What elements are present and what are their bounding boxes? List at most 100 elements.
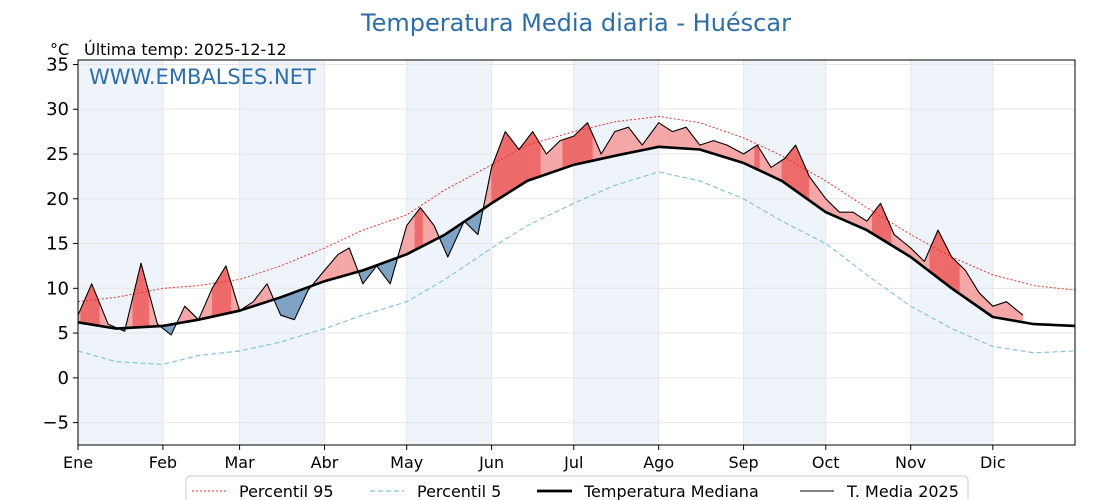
legend-box (185, 475, 969, 500)
difference-band (661, 124, 665, 148)
difference-band (526, 134, 531, 182)
difference-band (507, 134, 512, 194)
plot-frame (77, 59, 1076, 446)
difference-band (570, 135, 575, 167)
difference-band (559, 139, 564, 170)
difference-band (529, 130, 533, 181)
x-tick-label-feb: Feb (149, 453, 177, 472)
difference-band (288, 292, 292, 320)
difference-band (502, 131, 506, 197)
difference-band (211, 282, 216, 317)
difference-band (625, 126, 629, 154)
difference-band (666, 127, 670, 148)
difference-band (537, 139, 542, 178)
difference-band (776, 161, 780, 180)
difference-band (409, 217, 413, 254)
difference-band (669, 129, 673, 149)
y-tick-label: 15 (46, 234, 69, 255)
difference-band (340, 250, 344, 277)
difference-band (617, 129, 621, 156)
difference-band (417, 206, 421, 250)
difference-band (672, 130, 676, 149)
y-tick-label: 10 (46, 278, 69, 299)
difference-band (663, 125, 668, 148)
difference-band (222, 265, 227, 315)
difference-band (283, 294, 287, 318)
x-tick-label-dic: Dic (980, 453, 1006, 472)
difference-band (554, 142, 558, 172)
y-tick-label: −5 (42, 413, 69, 434)
difference-band (754, 144, 758, 170)
difference-band (557, 139, 561, 171)
difference-band (937, 230, 942, 281)
difference-band (680, 127, 684, 149)
difference-band (581, 124, 585, 164)
difference-band (565, 137, 569, 168)
difference-band (548, 148, 553, 174)
x-tick-label-ago: Ago (643, 453, 674, 472)
difference-band (406, 221, 410, 255)
difference-band (940, 235, 944, 283)
difference-band (505, 130, 509, 196)
difference-band (518, 145, 522, 187)
difference-band (414, 210, 418, 251)
difference-band (954, 259, 958, 293)
y-tick-label: 20 (46, 189, 69, 210)
y-unit-label: °C (50, 40, 69, 59)
difference-band (677, 128, 681, 149)
difference-band (998, 303, 1002, 319)
difference-band (291, 291, 295, 320)
chart-title: Temperatura Media diaria - Huéscar (360, 9, 791, 37)
y-tick-label: 35 (46, 54, 69, 75)
difference-band (562, 138, 566, 169)
difference-band (787, 151, 791, 188)
difference-band (411, 214, 416, 252)
difference-band (959, 264, 963, 297)
difference-band (1000, 302, 1005, 320)
difference-band (789, 147, 794, 190)
series-lines (77, 115, 1076, 365)
month-shade-ene (78, 60, 163, 445)
difference-band (935, 230, 939, 279)
difference-band (658, 122, 662, 148)
difference-band (425, 214, 429, 245)
difference-band (568, 136, 572, 168)
difference-band (343, 249, 347, 277)
x-tick-label-nov: Nov (895, 453, 926, 472)
month-shade-mar (239, 60, 325, 445)
difference-band (521, 141, 525, 185)
difference-band (578, 127, 583, 164)
difference-band (992, 304, 996, 318)
difference-band (214, 278, 218, 317)
difference-band (946, 246, 950, 287)
series-line-p5 (77, 171, 1076, 365)
difference-band (513, 141, 517, 190)
difference-band (285, 293, 290, 319)
difference-band (620, 128, 624, 155)
x-axis-ticks: Ene Feb Mar Abr May Jun Jul Ago Sep Oct Nov Dic (63, 445, 1006, 472)
difference-band (474, 212, 479, 236)
difference-band (748, 148, 753, 168)
difference-band (515, 145, 520, 189)
difference-band (1006, 301, 1010, 321)
legend-label-p95: Percentil 95 (239, 482, 334, 500)
legend-label-median: Temperatura Mediana (583, 482, 759, 500)
difference-band (546, 150, 550, 175)
difference-band (422, 210, 427, 247)
difference-band (778, 159, 783, 182)
legend-label-p5: Percentil 5 (417, 482, 501, 500)
difference-band (220, 269, 224, 316)
difference-band (995, 304, 999, 319)
y-axis-ticks: −5 0 5 10 15 20 25 30 35 (42, 54, 78, 434)
y-tick-label: 5 (58, 323, 69, 344)
difference-band (683, 126, 687, 149)
difference-band (956, 261, 961, 295)
y-tick-label: 25 (46, 144, 69, 165)
difference-band (951, 256, 955, 291)
difference-band (962, 267, 966, 299)
difference-band (713, 140, 717, 155)
x-tick-label-may: May (390, 453, 423, 472)
difference-band (496, 145, 501, 201)
difference-band (346, 247, 350, 276)
